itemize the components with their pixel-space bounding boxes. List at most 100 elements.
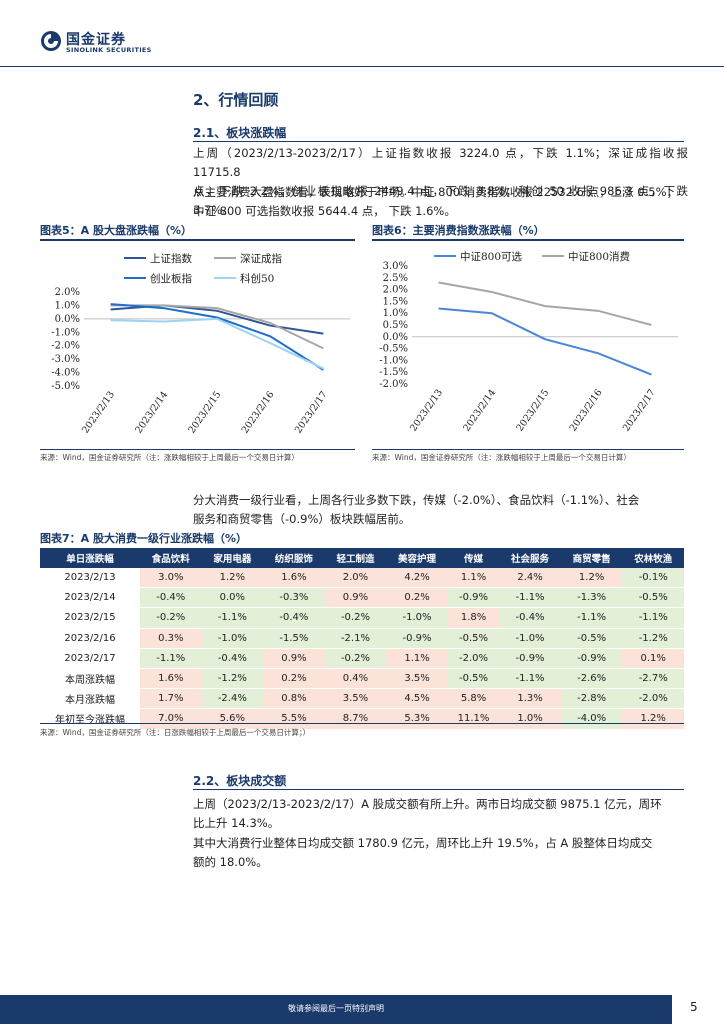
fig5-source-rule — [40, 449, 355, 450]
fig6-title-rule — [372, 239, 684, 241]
row-label: 2023/2/17 — [40, 648, 140, 669]
y-tick-label: 1.5% — [383, 296, 408, 307]
fig5-title: 图表5：A 股大盘涨跌幅（%） — [40, 224, 193, 237]
table-cell: 0.0% — [201, 587, 264, 609]
table-cell: 5.5% — [263, 708, 325, 730]
footer-disclaimer: 敬请参阅最后一页特别声明 — [288, 1004, 384, 1013]
logo-cn: 国金证券 — [66, 32, 126, 48]
fig6-chart: 3.0%2.5%2.0%1.5%1.0%0.5%0.0%-0.5%-1.0%-1… — [379, 250, 678, 434]
y-tick-label: -2.0% — [379, 379, 408, 390]
y-tick-label: 0.0% — [383, 332, 408, 343]
table-cell: -1.5% — [263, 628, 325, 649]
table-cell: 5.8% — [447, 688, 500, 710]
y-tick-label: 3.0% — [383, 261, 408, 272]
table-cell: 1.2% — [622, 708, 684, 730]
paragraph-consumer-indices: 从主要消费大盘指数看，表现略好于市场。中证 800 消费指数收报 22532.6… — [193, 185, 678, 218]
y-tick-label: -3.0% — [51, 354, 80, 365]
table-row: 2023/2/16 0.3% -1.0% -1.5% -2.1% -0.9% -0.5% -1… — [40, 628, 684, 649]
paragraph-industry: 分大消费一级行业看，上周各行业多数下跌，传媒（-2.0%）、食品饮料（-1.1%… — [193, 493, 640, 526]
table-cell: 1.6% — [140, 667, 202, 690]
table-cell: -1.0% — [386, 607, 448, 629]
table-cell: -1.2% — [201, 667, 264, 690]
table-cell: -2.6% — [560, 667, 623, 690]
table-cell: 4.2% — [386, 568, 448, 589]
table-row: 本月涨跌幅 1.7% -2.4% 0.8% 3.5% 4.5% 5.8% 1.3% -2.8% -… — [40, 688, 684, 710]
table-cell: -0.5% — [447, 667, 500, 690]
table-cell: 5.3% — [386, 708, 448, 730]
y-tick-label: -4.0% — [51, 368, 80, 379]
x-tick-label: 2023/2/14 — [133, 389, 170, 435]
table-cell: -1.1% — [499, 587, 561, 609]
table-cell: -0.9% — [447, 587, 500, 609]
table-cell: -0.2% — [324, 648, 387, 669]
y-tick-label: 0.0% — [55, 314, 80, 325]
table-cell: -1.3% — [560, 587, 623, 609]
table-cell: 8.7% — [324, 708, 387, 730]
legend-label: 科创50 — [240, 272, 274, 285]
table-cell: 1.6% — [263, 568, 325, 589]
row-label: 2023/2/14 — [40, 587, 140, 609]
table-header-cell: 轻工制造 — [324, 548, 387, 568]
table-row: 2023/2/17 -1.1% -0.4% 0.9% -0.2% 1.1% -2.0% -0.… — [40, 648, 684, 669]
series-line — [110, 303, 324, 371]
row-label: 本周涨跌幅 — [40, 667, 140, 690]
header-rule — [0, 66, 724, 67]
table-header-cell: 农林牧渔 — [622, 548, 684, 568]
table-cell: 1.2% — [201, 568, 264, 589]
table-cell: -1.1% — [560, 607, 623, 629]
row-label: 年初至今涨跌幅 — [40, 708, 140, 730]
table-header-cell: 食品饮料 — [140, 548, 202, 568]
y-tick-label: 2.5% — [383, 273, 408, 284]
table-cell: 0.4% — [324, 667, 387, 690]
y-tick-label: -0.5% — [379, 344, 408, 355]
fig6-source-rule — [372, 449, 684, 450]
y-tick-label: 2.0% — [383, 285, 408, 296]
table-cell: 1.8% — [447, 607, 500, 629]
table-cell: 3.0% — [140, 568, 202, 589]
table-cell: -0.9% — [499, 648, 561, 669]
sinolink-logo-icon — [41, 31, 61, 51]
table-cell: -2.7% — [622, 667, 684, 690]
fig6-title: 图表6：主要消费指数涨跌幅（%） — [372, 224, 545, 237]
table-cell: 11.1% — [447, 708, 500, 730]
series-line — [110, 317, 324, 370]
table-cell: -0.2% — [324, 607, 387, 629]
table-cell: -0.2% — [140, 607, 202, 629]
table-cell: 0.9% — [263, 648, 325, 669]
table-header-label: 单日涨跌幅 — [40, 548, 140, 568]
x-tick-label: 2023/2/17 — [293, 389, 330, 435]
table-cell: -2.0% — [622, 688, 684, 710]
table-row: 年初至今涨跌幅 7.0% 5.6% 5.5% 8.7% 5.3% 11.1% 1.0% -4.0… — [40, 708, 684, 730]
table-cell: 3.5% — [386, 667, 448, 690]
table-row: 2023/2/14 -0.4% 0.0% -0.3% 0.9% 0.2% -0.9% -1.1… — [40, 587, 684, 609]
table-cell: 0.2% — [263, 667, 325, 690]
table-cell: -1.0% — [201, 628, 264, 649]
table-cell: 0.9% — [324, 587, 387, 609]
row-label: 本月涨跌幅 — [40, 688, 140, 710]
table-header-cell: 美容护理 — [386, 548, 448, 568]
fig7-table: 单日涨跌幅 食品饮料 家用电器 纺织服饰 轻工制造 美容护理 传媒 社会服务 商贸零售 农林牧渔 … — [40, 548, 684, 730]
table-cell: -1.1% — [622, 607, 684, 629]
subsection-2-2-title: 2.2、板块成交额 — [193, 774, 287, 788]
table-cell: -0.5% — [447, 628, 500, 649]
table-row: 2023/2/15 -0.2% -1.1% -0.4% -0.2% -1.0% 1.8% -0… — [40, 607, 684, 629]
x-tick-label: 2023/2/16 — [240, 389, 277, 435]
table-cell: -0.5% — [560, 628, 623, 649]
paragraph-market-indices: 上周（2023/2/13-2023/2/17）上证指数收报 3224.0 点，下… — [193, 146, 688, 217]
section-title: 2、行情回顾 — [193, 91, 279, 109]
table-cell: 1.7% — [140, 688, 202, 710]
fig5-title-rule — [40, 239, 355, 241]
y-tick-label: -1.0% — [379, 355, 408, 366]
y-tick-label: -5.0% — [51, 381, 80, 392]
y-tick-label: -1.0% — [51, 327, 80, 338]
table-cell: 2.0% — [324, 568, 387, 589]
table-cell: -0.1% — [622, 568, 684, 589]
logo-en: SINOLINK SECURITIES — [66, 46, 152, 54]
row-label: 2023/2/13 — [40, 568, 140, 589]
subsection-2-1-title: 2.1、板块涨跌幅 — [193, 126, 287, 140]
x-tick-label: 2023/2/13 — [80, 389, 117, 435]
table-cell: -1.2% — [622, 628, 684, 649]
table-cell: -2.4% — [201, 688, 264, 710]
y-tick-label: 0.5% — [383, 320, 408, 331]
table-cell: -0.4% — [499, 607, 561, 629]
